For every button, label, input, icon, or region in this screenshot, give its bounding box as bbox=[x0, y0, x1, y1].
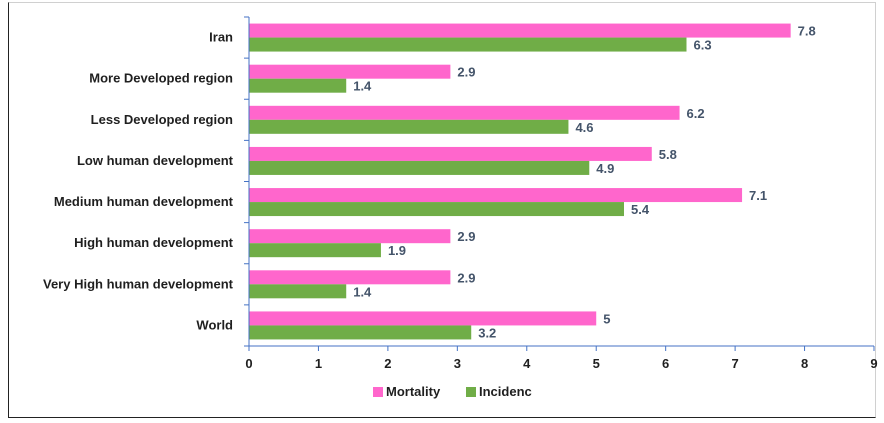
legend: Mortality Incidenc bbox=[373, 384, 532, 399]
legend-label-incidenc: Incidenc bbox=[479, 384, 532, 399]
value-label: 3.2 bbox=[478, 325, 496, 340]
bar-incidenc bbox=[249, 325, 472, 340]
axes-group: 0 1 2 3 4 5 6 7 8 9 bbox=[244, 16, 878, 371]
x-tick-label: 0 bbox=[245, 356, 252, 371]
category-label: Iran bbox=[209, 30, 233, 45]
bar-mortality bbox=[249, 146, 652, 161]
value-label: 1.4 bbox=[353, 284, 372, 299]
bar-incidenc bbox=[249, 78, 347, 93]
x-tick-label: 1 bbox=[315, 356, 322, 371]
x-tick-label: 4 bbox=[523, 356, 531, 371]
bar-mortality bbox=[249, 270, 451, 285]
bar-incidenc bbox=[249, 202, 624, 217]
category-label: Less Developed region bbox=[91, 112, 233, 127]
x-tick-label: 8 bbox=[801, 356, 808, 371]
x-tick-label: 2 bbox=[384, 356, 391, 371]
value-label: 6.3 bbox=[694, 38, 712, 53]
bar-mortality bbox=[249, 188, 743, 203]
bars-group bbox=[249, 23, 791, 340]
legend-swatch-incidenc bbox=[466, 387, 476, 397]
x-tick-label: 9 bbox=[870, 356, 877, 371]
value-label: 2.9 bbox=[457, 229, 475, 244]
x-tick-label: 6 bbox=[662, 356, 669, 371]
bar-mortality bbox=[249, 105, 680, 120]
value-label: 7.8 bbox=[798, 24, 816, 39]
value-label: 2.9 bbox=[457, 270, 475, 285]
category-label: More Developed region bbox=[89, 71, 233, 86]
x-tick-label: 5 bbox=[593, 356, 600, 371]
category-label: Low human development bbox=[77, 153, 234, 168]
labels-group: Iran 7.8 6.3 More Developed region 2.9 1.4 Les… bbox=[43, 24, 816, 341]
legend-label-mortality: Mortality bbox=[386, 384, 441, 399]
x-tick-label: 7 bbox=[731, 356, 738, 371]
bar-incidenc bbox=[249, 37, 687, 52]
value-label: 7.1 bbox=[749, 188, 767, 203]
bar-incidenc bbox=[249, 160, 590, 175]
value-label: 2.9 bbox=[457, 65, 475, 80]
value-label: 1.4 bbox=[353, 79, 372, 94]
category-label: Very High human development bbox=[43, 276, 234, 291]
value-label: 5.8 bbox=[659, 147, 677, 162]
bar-mortality bbox=[249, 229, 451, 244]
bar-mortality bbox=[249, 311, 597, 326]
value-label: 5 bbox=[603, 311, 610, 326]
bar-mortality bbox=[249, 23, 791, 38]
value-label: 4.9 bbox=[596, 161, 614, 176]
bar-mortality bbox=[249, 64, 451, 79]
category-label: Medium human development bbox=[54, 194, 234, 209]
bar-incidenc bbox=[249, 243, 381, 258]
category-label: World bbox=[196, 317, 233, 332]
bar-incidenc bbox=[249, 284, 347, 299]
value-label: 4.6 bbox=[575, 120, 593, 135]
bar-incidenc bbox=[249, 119, 569, 134]
value-label: 6.2 bbox=[687, 106, 705, 121]
category-label: High human development bbox=[74, 235, 234, 250]
legend-swatch-mortality bbox=[373, 387, 383, 397]
value-label: 5.4 bbox=[631, 202, 650, 217]
x-tick-label: 3 bbox=[454, 356, 461, 371]
value-label: 1.9 bbox=[388, 243, 406, 258]
